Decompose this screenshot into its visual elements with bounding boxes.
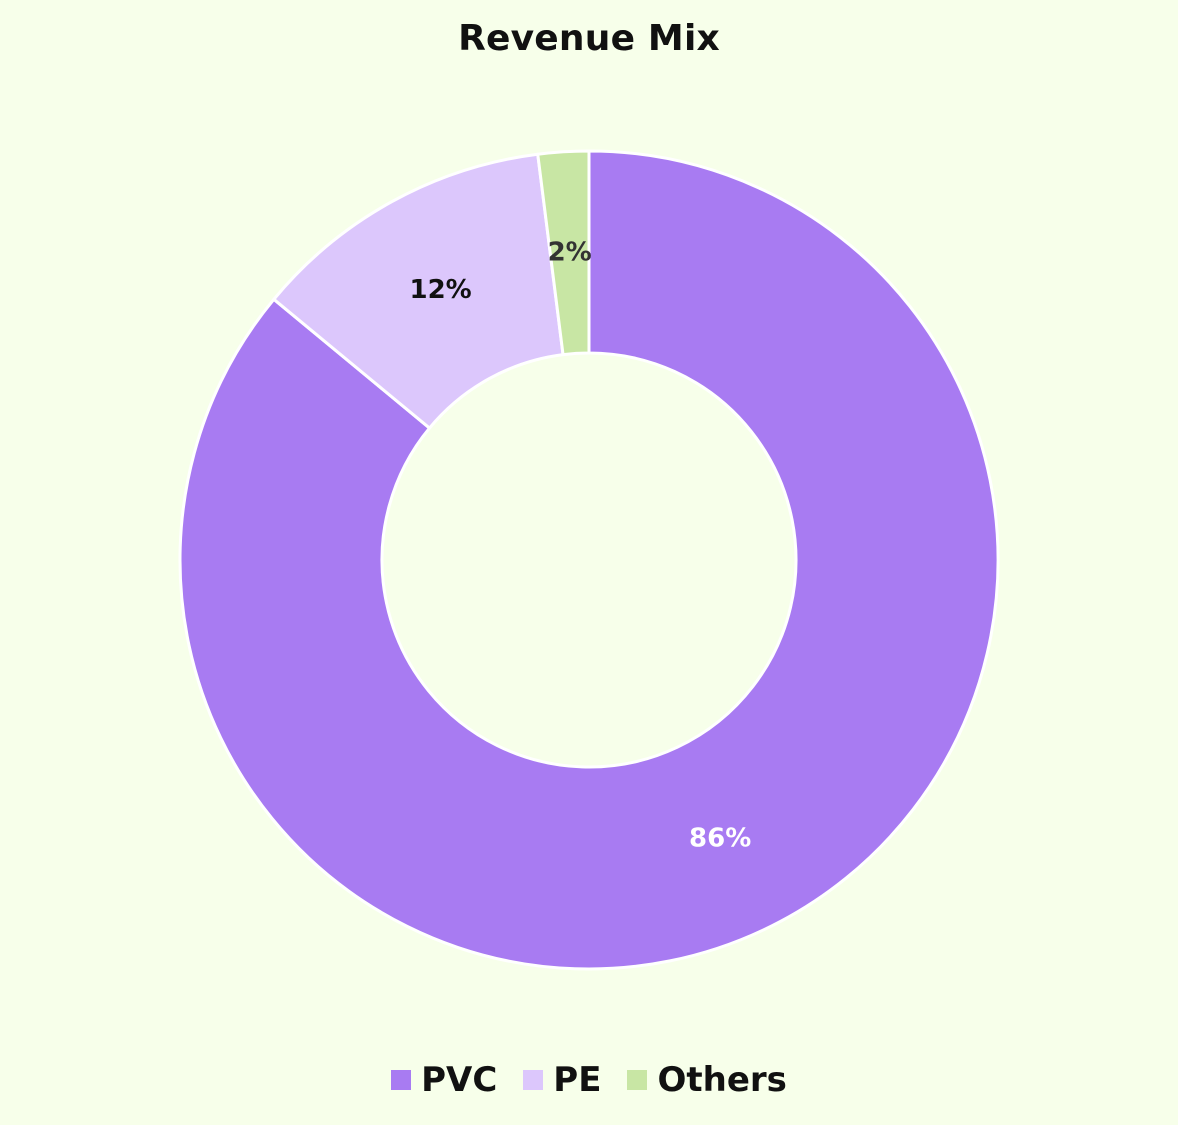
slice-pe[interactable] — [272, 152, 565, 430]
legend-swatch — [391, 1070, 412, 1090]
legend: PVC PE Others — [0, 1060, 1178, 1100]
donut-chart: 86% 12% 2% — [178, 149, 1000, 971]
legend-item-pvc[interactable]: PVC — [391, 1060, 497, 1100]
slice-others[interactable] — [536, 149, 591, 357]
legend-item-others[interactable]: Others — [627, 1060, 787, 1100]
data-label-pvc: 86% — [689, 824, 751, 854]
chart-title: Revenue Mix — [458, 18, 720, 59]
legend-swatch — [523, 1070, 544, 1090]
legend-swatch — [627, 1070, 648, 1090]
legend-label: PVC — [421, 1060, 498, 1100]
legend-item-pe[interactable]: PE — [523, 1060, 601, 1100]
slice-pvc[interactable] — [178, 149, 1000, 971]
legend-label: PE — [553, 1060, 602, 1100]
legend-label: Others — [657, 1060, 787, 1100]
data-label-pe: 12% — [410, 275, 472, 305]
data-label-others: 2% — [548, 238, 592, 268]
